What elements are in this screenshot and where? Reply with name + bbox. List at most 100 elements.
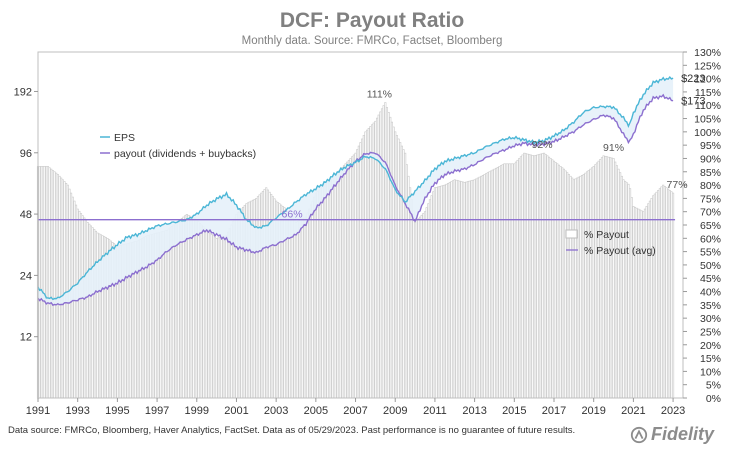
payout-bar	[385, 107, 389, 399]
payout-bar	[544, 154, 547, 399]
payout-bar	[418, 216, 422, 399]
y-right-tick-label: 100%	[694, 127, 721, 139]
payout-bar	[460, 181, 463, 399]
annotation-label: 77%	[667, 179, 688, 191]
legend-swatch	[565, 229, 578, 239]
payout-bar	[435, 186, 438, 399]
payout-bar	[174, 223, 177, 399]
payout-bar	[202, 226, 205, 399]
y-left-tick-label: 24	[20, 270, 32, 282]
payout-bar	[164, 230, 167, 399]
payout-bar	[640, 210, 643, 399]
payout-bar	[599, 159, 602, 399]
payout-end-label: $173	[681, 96, 705, 108]
payout-bar	[615, 165, 618, 399]
y-right-tick-label: 90%	[700, 153, 721, 165]
payout-bar	[308, 208, 311, 399]
x-tick-label: 2007	[343, 405, 367, 417]
payout-bar	[533, 155, 536, 399]
annotation-label: 91%	[603, 142, 624, 154]
payout-bar	[546, 155, 549, 399]
payout-bar	[260, 192, 263, 399]
payout-bar	[495, 167, 498, 399]
payout-bar	[590, 167, 594, 399]
payout-bar	[212, 235, 215, 399]
payout-bar	[655, 191, 658, 399]
payout-bar	[40, 166, 43, 399]
payout-bar	[473, 179, 476, 399]
payout-bar	[663, 186, 666, 399]
payout-bar	[387, 112, 390, 399]
payout-bar	[306, 212, 309, 399]
payout-bar	[60, 177, 63, 399]
payout-bar	[53, 171, 56, 399]
y-right-tick-label: 25%	[700, 326, 721, 338]
x-tick-label: 2017	[542, 405, 566, 417]
payout-bar	[86, 222, 89, 399]
payout-bar	[417, 218, 420, 399]
payout-bar	[45, 166, 48, 399]
payout-bar	[430, 195, 433, 399]
payout-bar	[169, 227, 172, 399]
y-right-tick-label: 95%	[700, 140, 721, 152]
payout-bar	[76, 208, 79, 399]
y-left-tick-label: 96	[20, 148, 32, 160]
payout-bar	[638, 209, 642, 399]
payout-bar	[448, 182, 451, 399]
payout-bar	[660, 186, 663, 399]
payout-bar	[609, 157, 612, 399]
fidelity-mark-icon	[630, 426, 648, 443]
payout-bar	[539, 153, 542, 399]
payout-bar	[162, 230, 165, 399]
payout-bar	[93, 229, 96, 399]
payout-bar	[203, 228, 207, 399]
payout-bar	[443, 184, 446, 399]
y-right-tick-label: 75%	[700, 193, 721, 205]
payout-bar	[453, 179, 456, 399]
legend-label: payout (dividends + buybacks)	[114, 148, 256, 160]
payout-bar	[395, 135, 398, 399]
payout-bar	[341, 167, 344, 399]
payout-bar	[490, 170, 493, 399]
payout-bar	[432, 191, 435, 399]
payout-bar	[486, 172, 489, 399]
payout-bar	[672, 192, 675, 399]
payout-bar	[318, 189, 321, 399]
payout-bar	[380, 108, 384, 399]
payout-bar	[627, 183, 630, 399]
payout-bar	[567, 174, 570, 399]
payout-bar	[218, 237, 221, 399]
payout-bar	[382, 105, 385, 399]
payout-bar	[371, 124, 374, 399]
x-tick-label: 1999	[185, 405, 209, 417]
payout-bar	[662, 184, 665, 399]
y-left-tick-label: 48	[20, 209, 32, 221]
payout-bar	[357, 145, 360, 399]
payout-bar	[346, 161, 349, 399]
payout-bar	[470, 180, 473, 399]
payout-bar	[602, 155, 605, 399]
payout-bar	[43, 166, 46, 399]
eps-end-label: $223	[681, 73, 705, 85]
payout-bar	[397, 138, 400, 399]
payout-bar	[58, 175, 61, 399]
payout-bar	[493, 168, 496, 399]
y-right-tick-label: 0%	[706, 393, 721, 405]
payout-bar	[328, 179, 331, 399]
legend-label: % Payout (avg)	[584, 245, 656, 257]
y-right-tick-label: 55%	[700, 247, 721, 259]
payout-bar	[210, 234, 213, 399]
eps-payout-spread	[38, 78, 674, 305]
logo-text: Fidelity	[651, 424, 715, 444]
payout-bar	[74, 204, 78, 399]
payout-bar	[447, 183, 450, 399]
payout-bar	[321, 185, 324, 399]
payout-bar	[523, 152, 526, 399]
payout-bar	[614, 161, 617, 399]
payout-bar	[475, 178, 478, 399]
payout-bar	[336, 172, 339, 399]
payout-bar	[337, 170, 341, 399]
payout-bar	[438, 186, 441, 399]
payout-bar	[291, 217, 294, 399]
payout-bar	[571, 177, 574, 399]
